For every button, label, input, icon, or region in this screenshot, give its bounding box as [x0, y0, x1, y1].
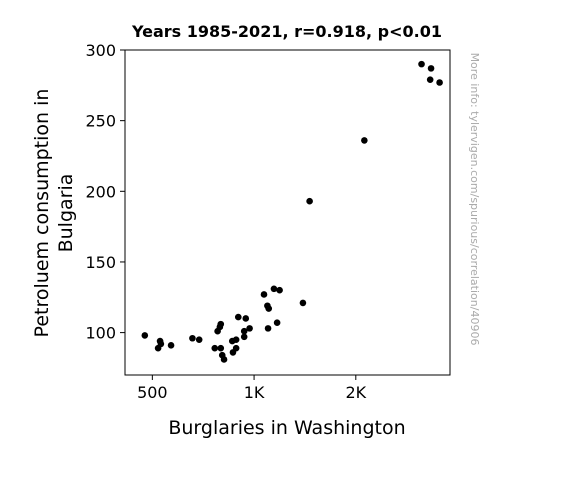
data-point: [265, 305, 273, 312]
data-point: [232, 336, 240, 343]
data-point: [246, 325, 253, 332]
data-point: [240, 327, 248, 335]
x-tick-label: 1K: [244, 383, 265, 402]
data-point: [264, 325, 272, 332]
data-point: [418, 60, 425, 68]
data-point: [195, 336, 203, 343]
data-point: [306, 197, 313, 205]
y-tick-label: 250: [85, 112, 116, 131]
chart-title: Years 1985-2021, r=0.918, p<0.01: [131, 22, 442, 41]
data-point: [242, 315, 250, 322]
data-point: [211, 344, 219, 352]
data-point: [141, 332, 149, 339]
x-tick-label: 500: [137, 383, 168, 402]
watermark-text: More info: tylervigen.com/spurious/corre…: [468, 53, 481, 346]
data-point: [167, 342, 175, 349]
data-point: [273, 319, 281, 327]
x-axis-label: Burglaries in Washington: [168, 417, 405, 439]
data-point: [436, 79, 443, 86]
data-point: [427, 65, 435, 72]
data-point: [189, 334, 196, 342]
data-point: [217, 320, 225, 328]
data-point: [361, 137, 368, 144]
y-tick-label: 150: [85, 253, 116, 272]
y-axis-label-line-2: Bulgaria: [55, 174, 77, 253]
data-point: [234, 313, 242, 321]
plot-area-frame: [124, 49, 451, 376]
data-point: [217, 344, 225, 352]
y-tick-label: 100: [85, 324, 116, 343]
data-point: [299, 299, 307, 307]
data-point: [240, 333, 248, 341]
data-point: [270, 285, 278, 293]
x-tick-label: 2K: [345, 383, 366, 402]
y-tick-label: 200: [85, 182, 116, 201]
data-point: [426, 76, 434, 83]
data-point: [157, 340, 165, 348]
y-tick-label: 300: [85, 41, 116, 60]
y-axis-label-line-1: Petroluem consumption in: [31, 89, 53, 338]
data-point: [276, 286, 283, 294]
data-point: [260, 291, 268, 298]
data-point: [232, 344, 240, 352]
data-point: [220, 356, 228, 363]
